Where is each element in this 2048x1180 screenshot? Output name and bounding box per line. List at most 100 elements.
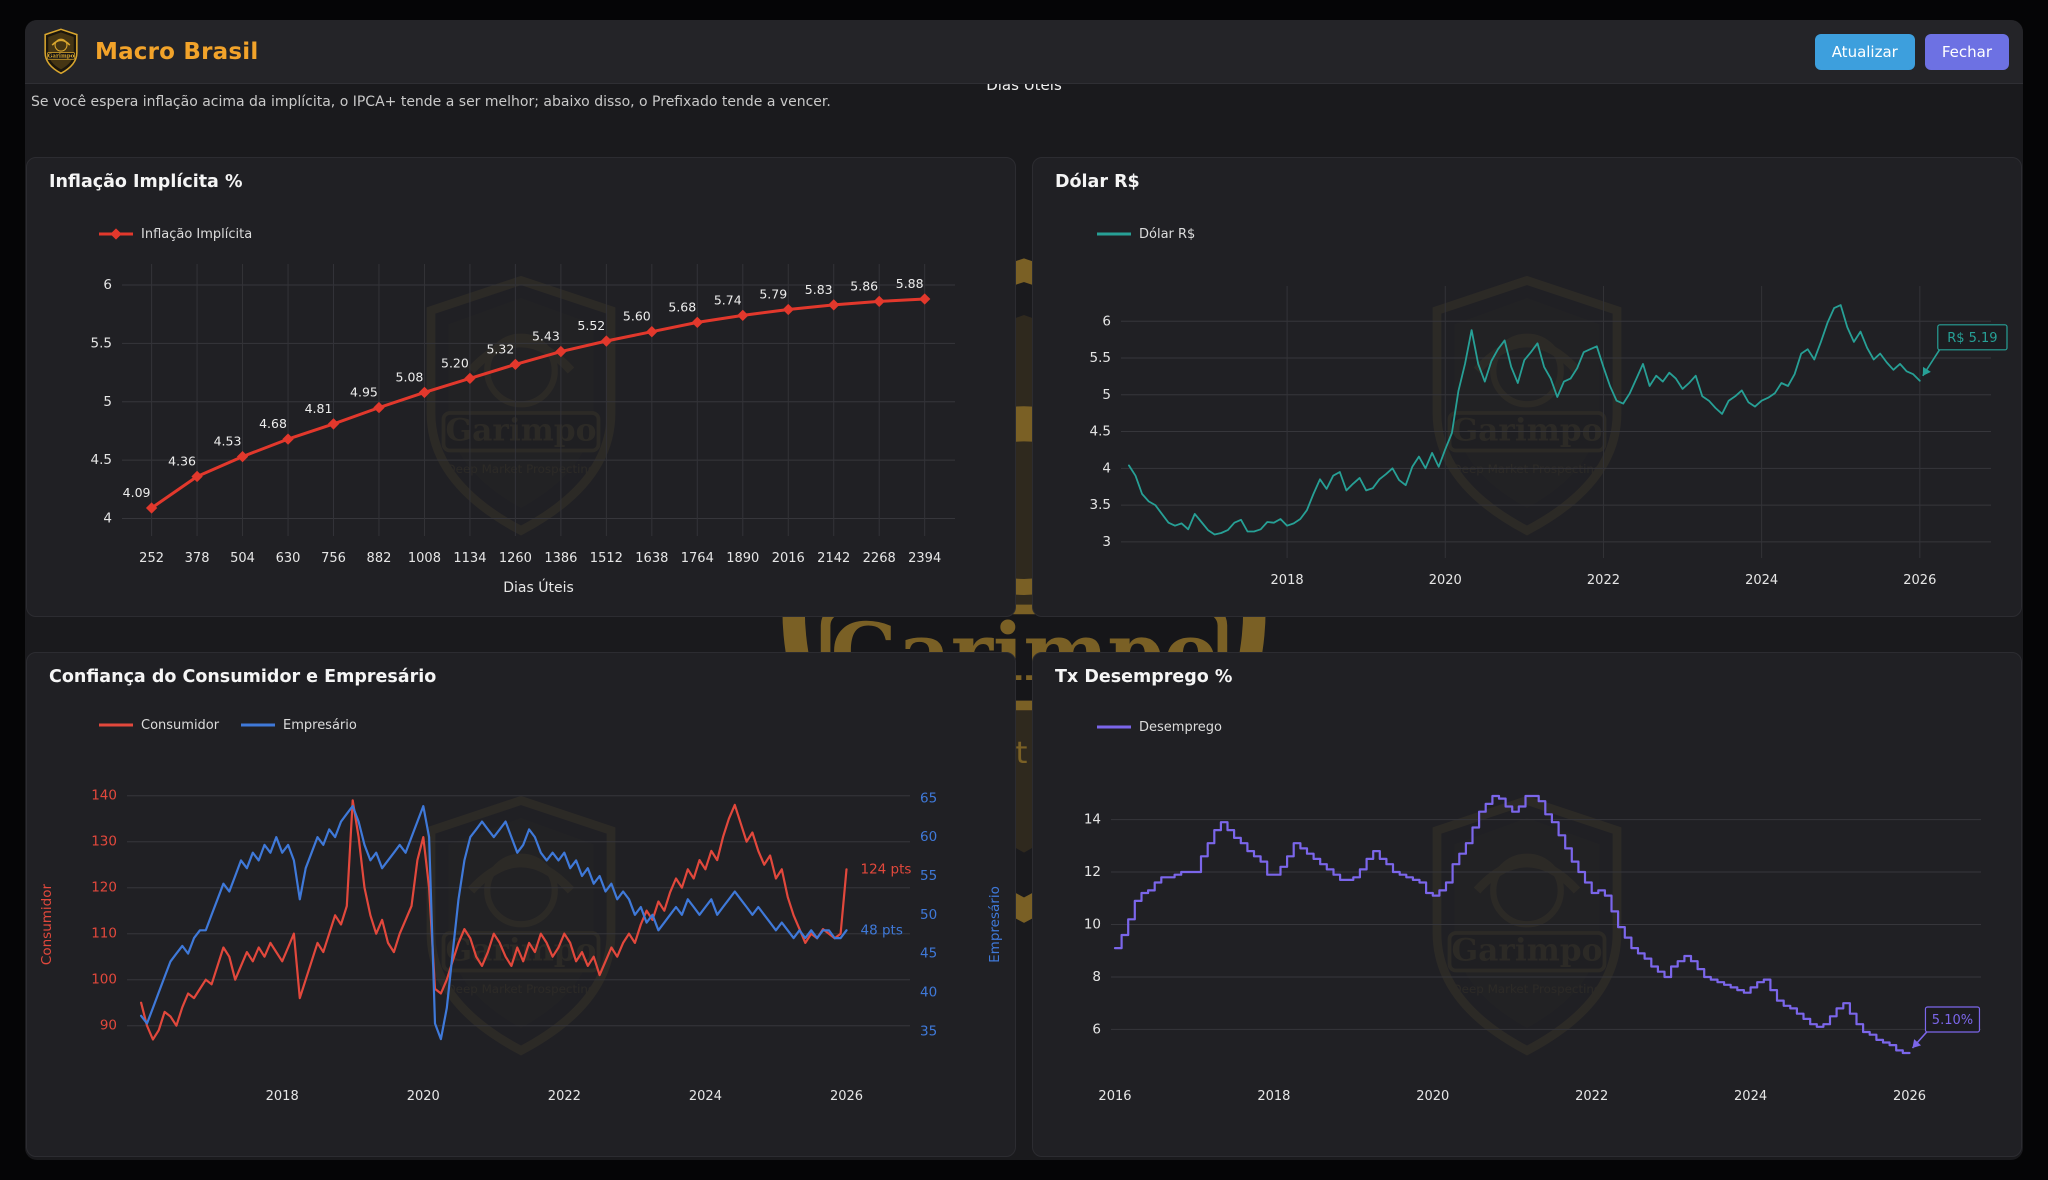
svg-text:5.79: 5.79 <box>759 287 787 302</box>
svg-text:2018: 2018 <box>1257 1089 1290 1104</box>
svg-text:60: 60 <box>920 829 937 845</box>
svg-text:1008: 1008 <box>408 551 441 566</box>
svg-text:1764: 1764 <box>681 551 714 566</box>
svg-text:1386: 1386 <box>544 551 577 566</box>
svg-text:120: 120 <box>91 880 117 896</box>
svg-text:6: 6 <box>103 277 112 293</box>
svg-text:2022: 2022 <box>1587 573 1620 588</box>
refresh-button[interactable]: Atualizar <box>1814 33 1915 70</box>
chart-card-confianca: Garimpo Deep Market Prospecting Confiança… <box>26 652 1016 1157</box>
svg-text:65: 65 <box>920 790 937 806</box>
svg-text:12: 12 <box>1084 864 1101 880</box>
svg-text:6: 6 <box>1102 313 1111 329</box>
garimpo-logo-icon: Garimpo <box>39 28 83 76</box>
svg-text:45: 45 <box>920 946 937 962</box>
svg-text:2024: 2024 <box>1745 573 1778 588</box>
svg-text:5.60: 5.60 <box>623 309 651 324</box>
svg-text:55: 55 <box>920 868 937 884</box>
svg-text:Consumidor: Consumidor <box>141 718 220 733</box>
svg-text:2394: 2394 <box>908 551 941 566</box>
svg-text:3: 3 <box>1102 534 1111 550</box>
close-button[interactable]: Fechar <box>1924 33 2009 70</box>
svg-text:882: 882 <box>367 551 392 566</box>
svg-text:4.95: 4.95 <box>350 385 378 400</box>
svg-text:40: 40 <box>920 984 937 1000</box>
svg-text:Empresário: Empresário <box>283 718 357 733</box>
svg-text:2142: 2142 <box>817 551 850 566</box>
app-title: Macro Brasil <box>95 38 259 65</box>
svg-text:2018: 2018 <box>1271 573 1304 588</box>
svg-text:630: 630 <box>276 551 301 566</box>
chart-title-inflacao: Inflação Implícita % <box>49 172 243 192</box>
svg-text:2016: 2016 <box>772 551 805 566</box>
desemprego-chart: 6 8 10 12 14 2016 2018 2020 2022 2024 2026 Desempre… <box>1084 720 1981 1104</box>
svg-text:1890: 1890 <box>726 551 759 566</box>
svg-text:50: 50 <box>920 907 937 923</box>
svg-text:5.68: 5.68 <box>668 299 696 314</box>
header-actions: Atualizar Fechar <box>1814 33 2009 70</box>
svg-text:Dólar R$: Dólar R$ <box>1139 227 1195 242</box>
svg-text:1134: 1134 <box>453 551 486 566</box>
svg-text:252: 252 <box>139 551 164 566</box>
svg-text:4.5: 4.5 <box>91 452 112 468</box>
svg-text:4.81: 4.81 <box>305 401 333 416</box>
svg-text:Inflação Implícita: Inflação Implícita <box>141 227 252 242</box>
svg-text:5.83: 5.83 <box>805 282 833 297</box>
svg-text:2022: 2022 <box>1575 1089 1608 1104</box>
svg-text:124 pts: 124 pts <box>860 861 911 877</box>
svg-text:4.09: 4.09 <box>123 485 151 500</box>
svg-text:2024: 2024 <box>689 1089 722 1104</box>
svg-text:2026: 2026 <box>1903 573 1936 588</box>
subtitle-hint: Se você espera inflação acima da implíci… <box>31 94 831 110</box>
macro-brasil-window: Garimpo Macro Brasil Atualizar Fechar Di… <box>25 20 2023 1160</box>
svg-text:1512: 1512 <box>590 551 623 566</box>
chart-card-inflacao-implicita: Garimpo Deep Market Prospecting Inflação … <box>26 157 1016 617</box>
svg-text:2018: 2018 <box>266 1089 299 1104</box>
svg-text:8: 8 <box>1092 969 1101 985</box>
svg-text:R$ 5.19: R$ 5.19 <box>1947 331 1997 346</box>
svg-text:5: 5 <box>103 394 112 410</box>
chart-title-dolar: Dólar R$ <box>1055 172 1140 192</box>
svg-text:3.5: 3.5 <box>1090 497 1111 513</box>
svg-text:Dias Úteis: Dias Úteis <box>503 578 574 596</box>
svg-text:5.5: 5.5 <box>91 335 112 351</box>
svg-text:100: 100 <box>91 972 117 988</box>
svg-text:4.36: 4.36 <box>168 453 196 468</box>
svg-text:110: 110 <box>91 926 117 942</box>
svg-text:378: 378 <box>185 551 210 566</box>
dolar-chart: 3 3.5 4 4.5 5 5.5 6 2018 2020 2022 2024 2026 Dólar R… <box>1090 227 2008 588</box>
svg-text:140: 140 <box>91 788 117 804</box>
svg-text:5.10%: 5.10% <box>1932 1013 1973 1028</box>
svg-text:756: 756 <box>321 551 346 566</box>
svg-text:5.86: 5.86 <box>850 278 878 293</box>
svg-text:130: 130 <box>91 834 117 850</box>
svg-text:4.68: 4.68 <box>259 416 287 431</box>
svg-text:2026: 2026 <box>830 1089 863 1104</box>
svg-text:4: 4 <box>1102 460 1111 476</box>
svg-text:2026: 2026 <box>1893 1089 1926 1104</box>
chart-card-dolar: Garimpo Deep Market Prospecting Dólar R$ … <box>1032 157 2022 617</box>
svg-text:6: 6 <box>1092 1021 1101 1037</box>
svg-text:Desemprego: Desemprego <box>1139 720 1222 735</box>
inflacao-implicita-chart: 4 4.5 5 5.5 6 252 378 504 630 756 882 1008 1134 1260 1… <box>91 227 955 596</box>
svg-text:5.74: 5.74 <box>714 292 742 307</box>
svg-text:4.53: 4.53 <box>214 434 242 449</box>
svg-text:5.20: 5.20 <box>441 355 469 370</box>
svg-text:1260: 1260 <box>499 551 532 566</box>
svg-text:5.43: 5.43 <box>532 329 560 344</box>
svg-text:4.5: 4.5 <box>1090 424 1111 440</box>
svg-text:14: 14 <box>1084 812 1101 828</box>
header-bar: Garimpo Macro Brasil Atualizar Fechar <box>25 20 2023 84</box>
svg-text:1638: 1638 <box>635 551 668 566</box>
svg-text:2268: 2268 <box>863 551 896 566</box>
svg-text:2020: 2020 <box>1416 1089 1449 1104</box>
brand: Garimpo Macro Brasil <box>39 28 258 76</box>
svg-text:35: 35 <box>920 1023 937 1039</box>
svg-text:Garimpo: Garimpo <box>48 53 75 59</box>
chart-card-desemprego: Garimpo Deep Market Prospecting Tx Desemp… <box>1032 652 2022 1157</box>
svg-text:2016: 2016 <box>1098 1089 1131 1104</box>
svg-text:5.32: 5.32 <box>486 341 514 356</box>
svg-text:10: 10 <box>1084 917 1101 933</box>
svg-text:Empresário: Empresário <box>987 886 1003 963</box>
svg-text:2024: 2024 <box>1734 1089 1767 1104</box>
